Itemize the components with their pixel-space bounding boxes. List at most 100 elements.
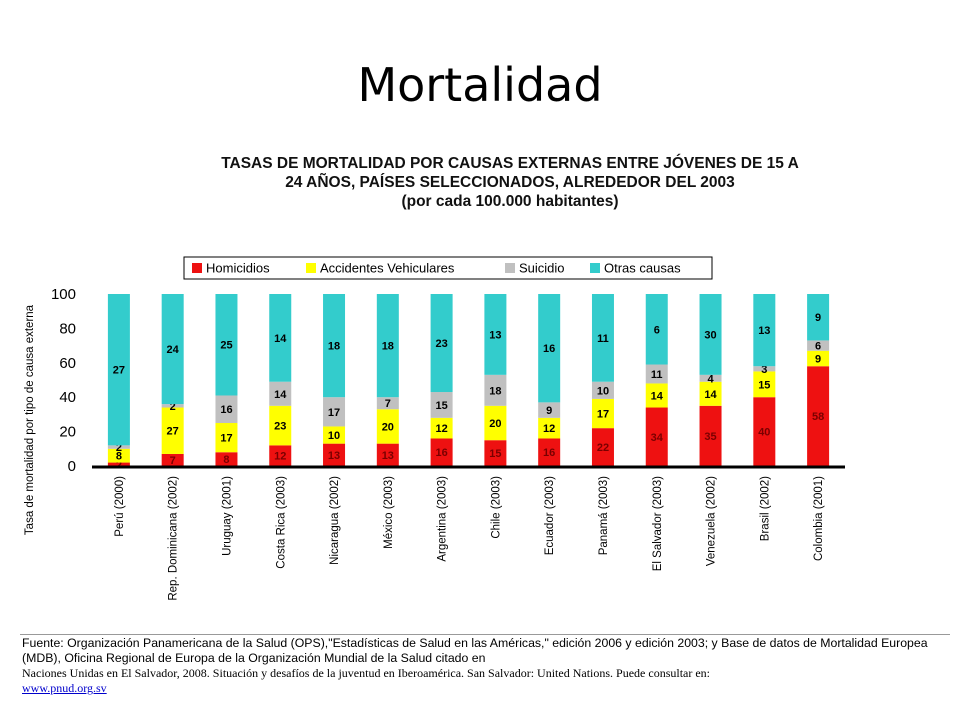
bar-value-8-1: 12	[543, 423, 555, 435]
bar-value-3-2: 14	[274, 389, 287, 401]
legend-swatch-0	[192, 263, 202, 273]
bar-value-5-3: 18	[382, 341, 394, 353]
bar-6-0	[430, 438, 453, 466]
source-link[interactable]: www.pnud.org.sv	[22, 681, 107, 695]
y-tick-label-4: 80	[59, 320, 76, 337]
bar-11-2	[699, 374, 722, 382]
bar-5-1	[376, 409, 399, 444]
bar-9-3	[591, 294, 614, 382]
x-tick-label-9: Panamá (2003)	[598, 476, 610, 555]
stacked-bar-chart: Homicidios Accidentes Vehiculares Suicidio…	[24, 256, 845, 601]
chart-title-line-1: TASAS DE MORTALIDAD POR CAUSAS EXTERNAS …	[221, 155, 799, 172]
source-divider	[20, 634, 950, 635]
bar-value-6-0: 16	[435, 447, 447, 459]
bar-13-1	[807, 350, 830, 367]
bar-value-12-3: 13	[758, 325, 770, 337]
bar-value-5-0: 13	[382, 450, 394, 462]
chart-title: TASAS DE MORTALIDAD POR CAUSAS EXTERNAS …	[60, 154, 960, 211]
bar-value-3-3: 14	[274, 333, 287, 345]
x-tick-label-11: Venezuela (2002)	[706, 476, 718, 566]
bar-value-0-3: 27	[113, 365, 125, 377]
bar-value-12-2: 3	[761, 364, 767, 376]
bar-value-1-2: 2	[170, 401, 176, 413]
bar-value-4-1: 10	[328, 430, 340, 442]
source-note: Fuente: Organización Panamericana de la …	[22, 636, 952, 696]
bar-11-1	[699, 381, 722, 406]
y-tick-label-5: 100	[51, 286, 76, 303]
source-text: Fuente: Organización Panamericana de la …	[22, 636, 928, 665]
bar-9-0	[591, 428, 614, 466]
bar-0-3	[107, 294, 130, 446]
bar-value-13-2: 6	[815, 341, 821, 353]
bar-value-2-1: 17	[220, 433, 232, 445]
bar-2-0	[215, 452, 238, 466]
y-tick-label-2: 40	[59, 389, 76, 406]
x-tick-label-4: Nicaragua (2002)	[329, 476, 341, 565]
y-tick-label-0: 0	[68, 458, 76, 475]
bar-value-1-0: 7	[170, 455, 176, 467]
bar-value-7-3: 13	[489, 329, 501, 341]
bar-value-0-1: 8	[116, 451, 122, 463]
bar-value-13-3: 9	[815, 312, 821, 324]
legend-swatch-3	[590, 263, 600, 273]
bar-3-1	[269, 405, 292, 446]
bar-value-8-3: 16	[543, 343, 555, 355]
bar-13-3	[807, 294, 830, 341]
bar-4-2	[323, 397, 346, 427]
bar-1-2	[161, 404, 184, 408]
x-tick-label-6: Argentina (2003)	[437, 476, 449, 562]
bar-10-2	[645, 364, 668, 384]
bar-13-0	[807, 366, 830, 466]
bar-0-1	[107, 448, 130, 463]
bar-10-3	[645, 294, 668, 365]
bar-4-1	[323, 426, 346, 444]
legend-label-3: Otras causas	[604, 261, 681, 276]
bar-value-12-1: 15	[758, 379, 770, 391]
bar-11-3	[699, 294, 722, 375]
y-tick-label-1: 20	[59, 424, 76, 441]
x-tick-label-0: Perú (2000)	[114, 476, 126, 537]
bar-11-0	[699, 405, 722, 466]
bar-12-1	[753, 371, 776, 398]
bar-value-8-0: 16	[543, 447, 555, 459]
bar-value-10-1: 14	[651, 390, 664, 402]
bar-value-6-2: 15	[435, 400, 447, 412]
bar-value-9-0: 22	[597, 442, 609, 454]
bar-7-1	[484, 405, 507, 441]
bar-2-1	[215, 423, 238, 453]
bar-7-2	[484, 374, 507, 406]
bar-9-2	[591, 381, 614, 399]
bar-value-7-0: 15	[489, 448, 501, 460]
bar-5-0	[376, 443, 399, 466]
y-tick-label-3: 60	[59, 355, 76, 372]
legend-box	[183, 256, 713, 280]
bar-4-3	[323, 294, 346, 398]
bar-value-10-0: 34	[651, 432, 664, 444]
bar-value-9-2: 10	[597, 385, 609, 397]
bar-2-3	[215, 294, 238, 396]
bar-8-1	[538, 417, 561, 439]
bar-value-7-2: 18	[489, 385, 501, 397]
bar-13-2	[807, 340, 830, 351]
bar-8-2	[538, 402, 561, 418]
bar-value-0-0: 2	[116, 459, 122, 471]
x-tick-label-3: Costa Rica (2003)	[275, 476, 287, 569]
bar-10-0	[645, 407, 668, 466]
bar-value-0-2: 2	[116, 442, 122, 454]
bar-value-12-0: 40	[758, 427, 770, 439]
x-tick-label-2: Uruguay (2001)	[221, 476, 233, 556]
legend-label-0: Homicidios	[206, 261, 270, 276]
source-text-2: Naciones Unidas en El Salvador, 2008. Si…	[22, 666, 711, 680]
bar-value-9-1: 17	[597, 409, 609, 421]
chart-title-line-2: 24 AÑOS, PAÍSES SELECCIONADOS, ALREDEDOR…	[285, 174, 735, 191]
bar-value-11-2: 4	[707, 373, 714, 385]
bar-value-2-0: 8	[223, 454, 229, 466]
bar-value-6-3: 23	[435, 338, 447, 350]
legend-swatch-2	[505, 263, 515, 273]
x-tick-label-1: Rep. Dominicana (2002)	[168, 476, 180, 601]
x-tick-label-12: Brasil (2002)	[759, 476, 771, 541]
bar-5-2	[376, 397, 399, 410]
bar-12-2	[753, 366, 776, 372]
bar-value-10-3: 6	[654, 324, 660, 336]
bar-value-8-2: 9	[546, 405, 552, 417]
